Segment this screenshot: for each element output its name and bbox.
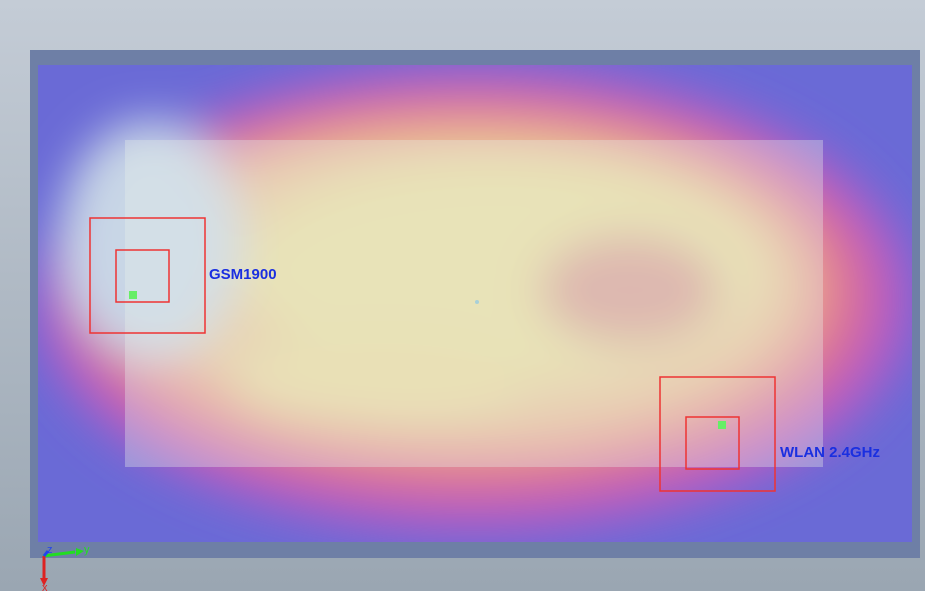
center-marker — [475, 300, 479, 304]
pcb-overlay — [125, 140, 823, 467]
annotation-label: GSM1900 — [209, 266, 277, 283]
wlan-peak — [718, 421, 726, 429]
gsm-outer-box — [89, 217, 206, 334]
y-axis-arrow — [42, 550, 76, 558]
wlan-inner-box — [685, 416, 740, 470]
gsm-inner-box — [115, 249, 170, 303]
wlan-outer-box — [659, 376, 776, 492]
gsm-peak — [129, 291, 137, 299]
gsm-zoom-boxes — [89, 217, 206, 334]
y-arrowhead — [76, 548, 84, 556]
annotation-label: WLAN 2.4GHz — [780, 444, 880, 461]
z-axis-arrow — [42, 550, 50, 557]
axis-label: x — [42, 582, 48, 591]
axis-label: y — [84, 544, 90, 556]
axis-triad: y x z — [40, 544, 90, 591]
wlan-zoom-boxes — [659, 376, 776, 492]
axis-label: z — [47, 544, 53, 556]
x-arrowhead — [40, 578, 48, 586]
field-heatmap — [38, 65, 912, 542]
